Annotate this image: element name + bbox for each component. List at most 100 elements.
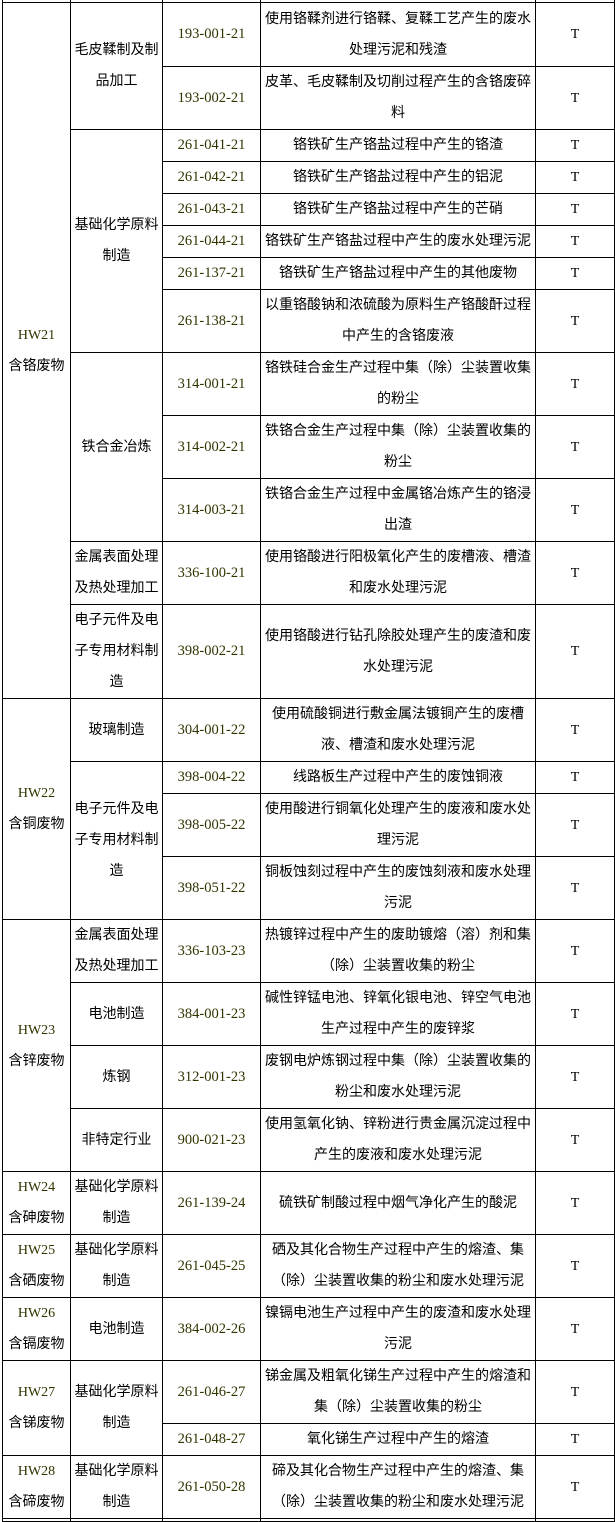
industry-cell: 炼钢 [70,1045,163,1109]
table-row: 电子元件及电子专用材料制造 398-004-22 线路板生产过程中产生的废蚀铜液 T [3,761,615,920]
description-cell: 碱性锌锰电池、锌氧化银电池、锌空气电池生产过程中产生的废锌浆 [260,982,536,1046]
waste-code-cell: 261-045-25 [162,1234,261,1298]
description-cell: 皮革、毛皮鞣制及切削过程产生的含铬废碎料 [260,66,536,130]
description-cell: 锑金属及粗氧化锑生产过程中产生的熔渣和集（除）尘装置收集的粉尘 [260,1360,536,1424]
partial-row [2,1518,615,1522]
table-row: 261-138-21 以重铬酸钠和浓硫酸为原料生产铬酸酐过程中产生的含铬废液 T [3,289,615,353]
table-row: 398-005-22 使用酸进行铜氧化处理产生的废液和废水处理污泥 T [3,793,615,857]
hazard-characteristic-cell: T [535,793,615,857]
hazard-characteristic-cell: T [535,257,615,290]
table-row: 261-043-21 铬铁矿生产铬盐过程中产生的芒硝 T [3,193,615,226]
table-row: 基础化学原料制造 261-041-21 铬铁矿生产铬盐过程中产生的铬渣 T [3,129,615,353]
waste-code-cell: 261-048-27 [162,1423,261,1456]
waste-code-cell: 193-002-21 [162,66,261,130]
table-row: 金属表面处理及热处理加工 336-100-21 使用铬酸进行阳极氧化产生的废槽液、槽… [3,541,615,605]
hazard-characteristic-cell: T [535,1171,615,1235]
waste-category-cell: HW21 含铬废物 [2,2,71,699]
industry-cell: 金属表面处理及热处理加工 [70,541,163,605]
waste-category-code: HW27 [17,1385,56,1400]
industry-cell: 基础化学原料制造 [70,1455,163,1519]
description-cell: 硫铁矿制酸过程中烟气净化产生的酸泥 [260,1171,536,1235]
waste-category-name: 含硒废物 [8,1274,65,1289]
waste-category-code: HW28 [17,1464,56,1479]
waste-code-cell: 261-044-21 [162,225,261,258]
waste-category-cell: HW27 含锑废物 [2,1360,71,1456]
waste-category-code: HW26 [17,1306,56,1321]
hazard-characteristic-cell: T [535,225,615,258]
table-row: HW25 含硒废物 基础化学原料制造 261-045-25 硒及其化合物生产过程中产生的… [2,1234,615,1298]
industry-cell: 电子元件及电子专用材料制造 [70,761,163,920]
hazard-characteristic-cell: T [535,1045,615,1109]
table-row: 铁合金冶炼 314-001-21 铬铁硅合金生产过程中集（除）尘装置收集的粉尘 T [3,352,615,542]
waste-code-cell: 193-001-21 [162,2,261,67]
description-cell: 铬铁硅合金生产过程中集（除）尘装置收集的粉尘 [260,352,536,416]
table-row: HW24 含砷废物 基础化学原料制造 261-139-24 硫铁矿制酸过程中烟气净化产生… [2,1171,615,1235]
waste-code-cell: 314-002-21 [162,415,261,479]
table-row: 314-003-21 铁铬合金生产过程中金属铬冶炼产生的铬浸出渣 T [3,478,615,542]
hazard-characteristic-cell: T [535,1360,615,1424]
waste-category-code: HW23 [17,1022,56,1038]
waste-category-name: 含碲废物 [8,1495,65,1510]
description-cell: 铁铬合金生产过程中金属铬冶炼产生的铬浸出渣 [260,478,536,542]
table-row: HW28 含碲废物 基础化学原料制造 261-050-28 碲及其化合物生产过程中产生的… [2,1455,615,1519]
industry-cell: 铁合金冶炼 [70,352,163,542]
waste-category-code: HW24 [17,1180,56,1195]
table-row: HW27 含锑废物 基础化学原料制造 261-046-27 锑金属及粗氧化锑生产过程中产… [2,1360,615,1456]
description-cell: 使用酸进行铜氧化处理产生的废液和废水处理污泥 [260,793,536,857]
description-cell: 使用铬酸进行钻孔除胶处理产生的废渣和废水处理污泥 [260,604,536,699]
partial-cell [162,1518,261,1522]
hazard-characteristic-cell: T [535,478,615,542]
waste-category-name: 含砷废物 [8,1211,65,1226]
hazard-characteristic-cell: T [535,193,615,226]
table-row: 电池制造 384-001-23 碱性锌锰电池、锌氧化银电池、锌空气电池生产过程中产生… [3,982,615,1046]
waste-code-cell: 314-003-21 [162,478,261,542]
hazard-characteristic-cell: T [535,2,615,67]
waste-category-name: 含镉废物 [8,1337,65,1352]
industry-cell: 毛皮鞣制及制品加工 [70,2,163,130]
waste-category-name: 含锌废物 [8,1053,65,1069]
description-cell: 铬铁矿生产铬盐过程中产生的废水处理污泥 [260,225,536,258]
industry-cell: 基础化学原料制造 [70,129,163,353]
waste-code-cell: 261-043-21 [162,193,261,226]
hazard-characteristic-cell: T [535,1455,615,1519]
hazard-characteristic-cell: T [535,761,615,794]
partial-cell [70,1518,163,1522]
waste-code-cell: 261-050-28 [162,1455,261,1519]
waste-category-name: 含铬废物 [8,358,65,374]
table-row: 261-044-21 铬铁矿生产铬盐过程中产生的废水处理污泥 T [3,225,615,258]
waste-code-cell: 384-001-23 [162,982,261,1046]
industry-cell: 电池制造 [70,1297,163,1361]
table-row: HW23 含锌废物 金属表面处理及热处理加工 336-103-23 热镀锌过程中产生的废… [2,919,615,1172]
waste-code-cell: 261-138-21 [162,289,261,353]
description-cell: 以重铬酸钠和浓硫酸为原料生产铬酸酐过程中产生的含铬废液 [260,289,536,353]
waste-code-cell: 398-002-21 [162,604,261,699]
hazard-characteristic-cell: T [535,1297,615,1361]
hazard-characteristic-cell: T [535,129,615,162]
description-cell: 铬铁矿生产铬盐过程中产生的芒硝 [260,193,536,226]
waste-code-cell: 336-103-23 [162,919,261,983]
industry-cell: 非特定行业 [70,1108,163,1172]
industry-cell: 电子元件及电子专用材料制造 [70,604,163,699]
table-row: 398-051-22 铜板蚀刻过程中产生的废蚀刻液和废水处理污泥 T [3,856,615,920]
hazard-characteristic-cell: T [535,289,615,353]
waste-code-cell: 261-041-21 [162,129,261,162]
hazard-characteristic-cell: T [535,698,615,762]
hazard-characteristic-cell: T [535,856,615,920]
partial-cell [535,1518,615,1522]
waste-code-cell: 312-001-23 [162,1045,261,1109]
waste-code-cell: 384-002-26 [162,1297,261,1361]
table-row: 炼钢 312-001-23 废钢电炉炼钢过程中集（除）尘装置收集的粉尘和废水处理污泥… [3,1045,615,1109]
partial-cell [2,1518,71,1522]
table-row: 314-002-21 铁铬合金生产过程中集（除）尘装置收集的粉尘 T [3,415,615,479]
hazard-characteristic-cell: T [535,982,615,1046]
description-cell: 氧化锑生产过程中产生的熔渣 [260,1423,536,1456]
waste-code-cell: 261-139-24 [162,1171,261,1235]
description-cell: 镍镉电池生产过程中产生的废渣和废水处理污泥 [260,1297,536,1361]
waste-category-cell: HW23 含锌废物 [2,919,71,1172]
waste-code-cell: 261-046-27 [162,1360,261,1424]
waste-category-cell: HW26 含镉废物 [2,1297,71,1361]
description-cell: 废钢电炉炼钢过程中集（除）尘装置收集的粉尘和废水处理污泥 [260,1045,536,1109]
description-cell: 铬铁矿生产铬盐过程中产生的其他废物 [260,257,536,290]
